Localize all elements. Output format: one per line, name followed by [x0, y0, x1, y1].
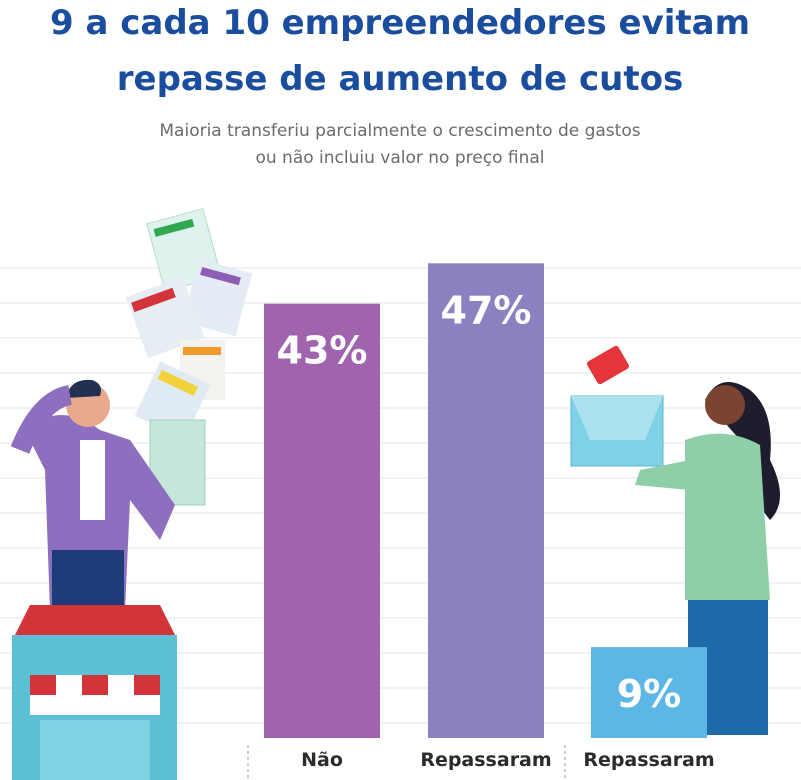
category-label: Repassaram — [583, 749, 714, 771]
title-line-2: repasse de aumento de cutos — [117, 59, 683, 99]
subtitle-line-2: ou não incluiu valor no preço final — [255, 148, 544, 168]
illustration-man — [10, 208, 253, 780]
value-label: 47% — [441, 288, 532, 332]
illustration-woman — [570, 345, 780, 735]
category-label: Não — [301, 749, 343, 771]
value-label: 9% — [617, 672, 682, 716]
title-line-1: 9 a cada 10 empreendedores evitam — [50, 3, 750, 43]
bar — [428, 263, 544, 738]
bar — [264, 303, 380, 738]
subtitle-line-1: Maioria transferiu parcialmente o cresci… — [159, 121, 640, 141]
bar — [591, 647, 707, 738]
value-label: 43% — [277, 329, 368, 373]
category-label: Repassaram — [420, 749, 551, 771]
